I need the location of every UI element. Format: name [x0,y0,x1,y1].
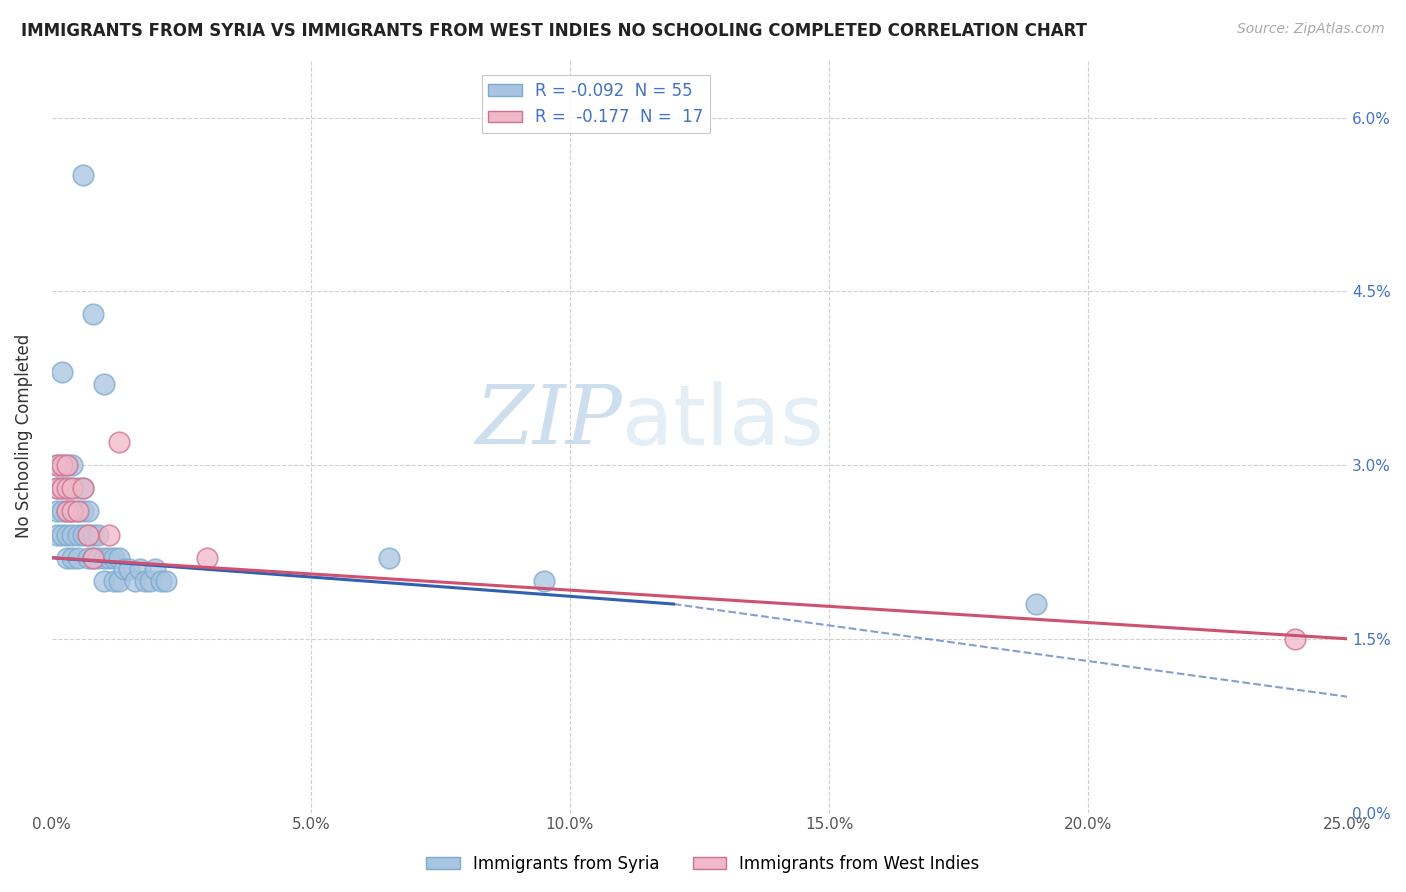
Point [134,574,156,588]
Point [82,550,104,565]
Point [103,574,125,588]
Point [93,376,115,391]
Point [51,458,73,472]
Point [97,550,120,565]
Point [51,481,73,495]
Point [56,458,79,472]
Point [93,550,115,565]
Point [1025,597,1047,611]
Point [56,504,79,518]
Point [56,527,79,541]
Point [62,481,84,495]
Text: ZIP: ZIP [475,381,621,461]
Point [82,308,104,322]
Legend: R = -0.092  N = 55, R =  -0.177  N =  17: R = -0.092 N = 55, R = -0.177 N = 17 [482,76,710,133]
Point [45,481,67,495]
Point [124,574,146,588]
Point [103,550,125,565]
Point [155,574,177,588]
Point [72,169,94,183]
Text: IMMIGRANTS FROM SYRIA VS IMMIGRANTS FROM WEST INDIES NO SCHOOLING COMPLETED CORR: IMMIGRANTS FROM SYRIA VS IMMIGRANTS FROM… [21,22,1087,40]
Point [45,527,67,541]
Point [66,504,89,518]
Point [66,527,89,541]
Point [77,504,100,518]
Point [128,562,150,576]
Point [72,527,94,541]
Point [62,504,84,518]
Point [51,504,73,518]
Point [108,434,131,449]
Point [77,527,100,541]
Point [51,481,73,495]
Point [72,481,94,495]
Point [56,481,79,495]
Point [533,574,555,588]
Point [62,527,84,541]
Point [108,550,131,565]
Point [118,562,141,576]
Point [56,458,79,472]
Point [51,527,73,541]
Point [195,550,218,565]
Point [139,574,162,588]
Point [87,550,110,565]
Point [62,504,84,518]
Point [72,504,94,518]
Point [149,574,172,588]
Point [66,504,89,518]
Text: atlas: atlas [621,381,824,461]
Point [1284,632,1306,646]
Point [56,504,79,518]
Point [45,481,67,495]
Point [62,458,84,472]
Point [45,458,67,472]
Point [51,458,73,472]
Y-axis label: No Schooling Completed: No Schooling Completed [15,334,32,538]
Point [72,481,94,495]
Point [45,504,67,518]
Point [77,550,100,565]
Point [97,527,120,541]
Point [108,574,131,588]
Legend: Immigrants from Syria, Immigrants from West Indies: Immigrants from Syria, Immigrants from W… [419,848,987,880]
Point [377,550,399,565]
Point [145,562,167,576]
Point [56,481,79,495]
Point [82,550,104,565]
Point [112,562,135,576]
Point [62,481,84,495]
Point [62,550,84,565]
Point [87,527,110,541]
Text: Source: ZipAtlas.com: Source: ZipAtlas.com [1237,22,1385,37]
Point [82,527,104,541]
Point [66,481,89,495]
Point [66,550,89,565]
Point [45,458,67,472]
Point [51,365,73,379]
Point [93,574,115,588]
Point [56,550,79,565]
Point [77,527,100,541]
